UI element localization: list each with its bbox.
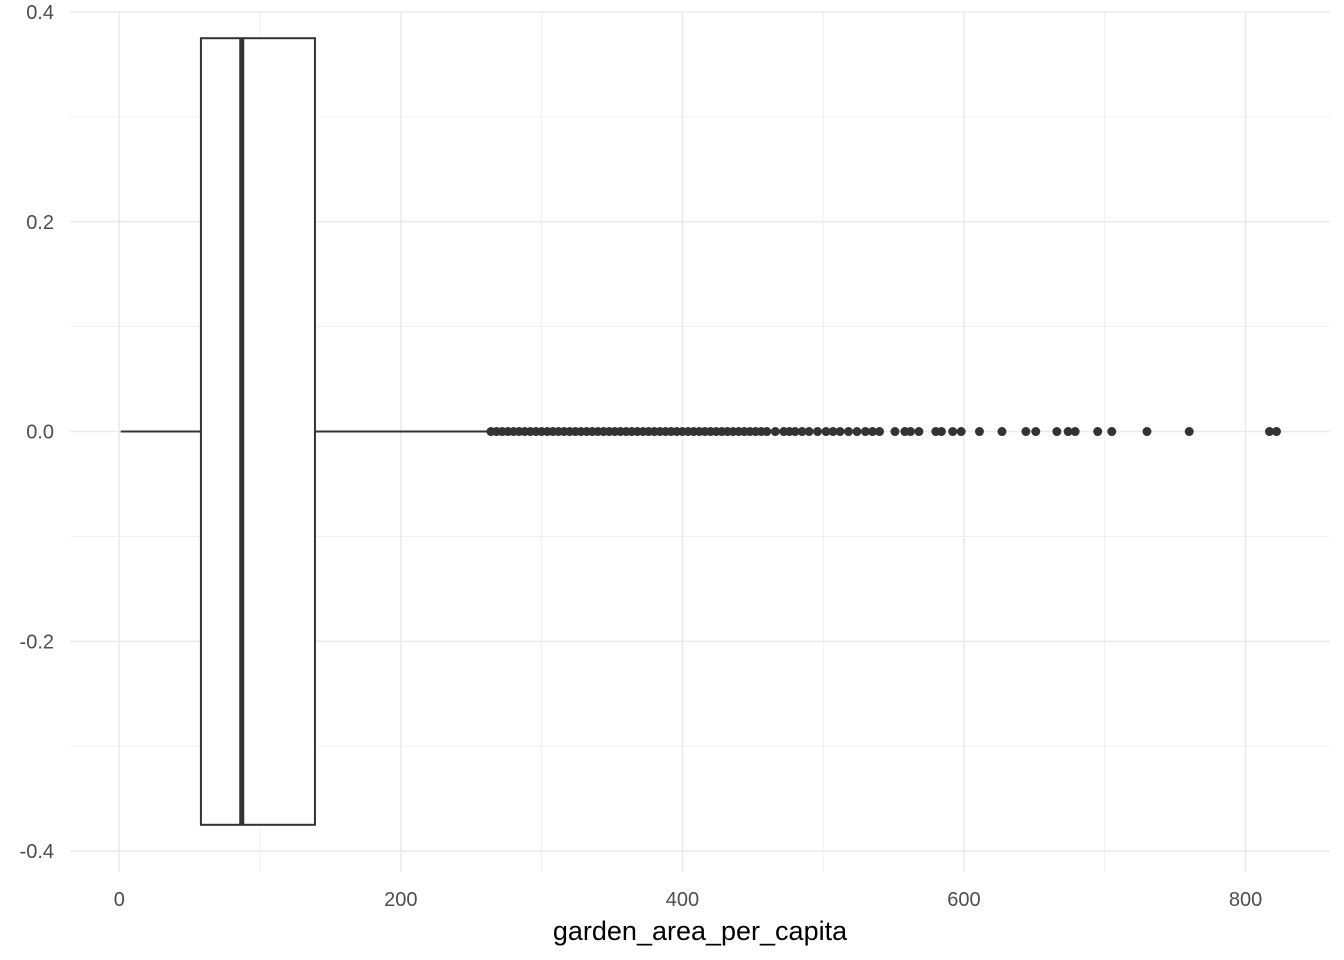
outlier-point (956, 427, 966, 437)
y-tick-label: 0.4 (26, 2, 54, 24)
y-tick-label: 0.2 (26, 212, 54, 234)
outlier-point (797, 427, 807, 437)
y-tick-label: 0.0 (26, 422, 54, 444)
outlier-point (1107, 427, 1117, 437)
outlier-point (813, 427, 823, 437)
outlier-point (948, 427, 958, 437)
outlier-point (1070, 427, 1080, 437)
x-tick-label: 0 (114, 889, 125, 911)
x-tick-label: 200 (384, 889, 417, 911)
outlier-point (860, 427, 870, 437)
outlier-point (852, 427, 862, 437)
outlier-point (1093, 427, 1103, 437)
outlier-point (804, 427, 814, 437)
outlier-point (974, 427, 984, 437)
outlier-point (1021, 427, 1031, 437)
outlier-point (874, 427, 884, 437)
outlier-point (914, 427, 924, 437)
outlier-point (1052, 427, 1062, 437)
y-axis-tick-labels: -0.4 -0.2 0.0 0.2 0.4 (20, 2, 54, 863)
outlier-points (486, 427, 1282, 437)
y-tick-label: -0.2 (20, 631, 54, 653)
outlier-point (828, 427, 838, 437)
outlier-point (844, 427, 854, 437)
outlier-point (997, 427, 1007, 437)
boxplot (120, 37, 489, 826)
x-axis-tick-labels: 0 200 400 600 800 (114, 889, 1263, 911)
outlier-point (867, 427, 877, 437)
outlier-point (936, 427, 946, 437)
outlier-point (790, 427, 800, 437)
outlier-point (1272, 427, 1282, 437)
x-tick-label: 400 (666, 889, 699, 911)
outlier-point (1264, 427, 1274, 437)
outlier-point (905, 427, 915, 437)
x-axis-title: garden_area_per_capita (553, 916, 848, 946)
outlier-point (762, 427, 772, 437)
outlier-point (1184, 427, 1194, 437)
outlier-point (1031, 427, 1041, 437)
x-tick-label: 800 (1229, 889, 1262, 911)
y-tick-label: -0.4 (20, 841, 54, 863)
x-tick-label: 600 (947, 889, 980, 911)
outlier-point (1142, 427, 1152, 437)
outlier-point (890, 427, 900, 437)
outlier-point (1063, 427, 1073, 437)
outlier-point (821, 427, 831, 437)
outlier-point (835, 427, 845, 437)
iqr-box (199, 37, 316, 826)
outlier-point (770, 427, 780, 437)
